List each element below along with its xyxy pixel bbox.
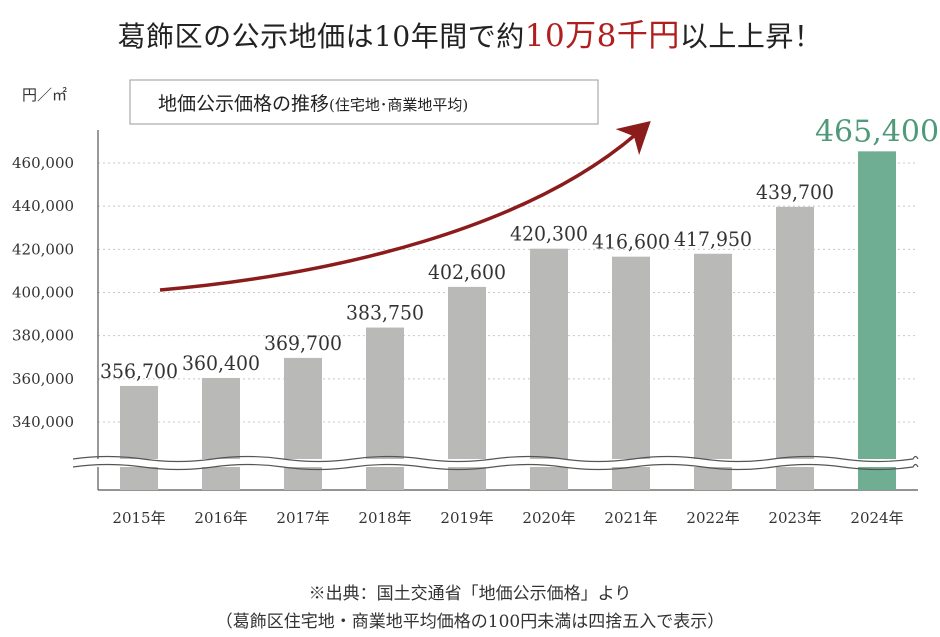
- x-tick-label: 2021年: [604, 509, 657, 527]
- x-tick-labels: 2015年 2016年 2017年 2018年 2019年 2020年 2021年 2022年…: [112, 509, 903, 527]
- value-labels: 356,700 360,400369,700383,750402,600420,3…: [100, 114, 939, 383]
- bar: [284, 357, 322, 490]
- break-line-bottom: [72, 463, 919, 471]
- break-line-top: [72, 455, 919, 463]
- source-note: ※出典：国土交通省「地価公示価格」より （葛飾区住宅地・商業地平均価格の100円…: [0, 580, 940, 636]
- bar: [612, 256, 650, 490]
- y-tick-label: 340,000: [12, 413, 74, 431]
- y-tick-label: 360,000: [12, 370, 74, 388]
- x-tick-label: 2020年: [522, 509, 575, 527]
- headline-suffix: 以上上昇！: [679, 20, 823, 53]
- x-tick-label: 2016年: [194, 509, 247, 527]
- headline: 葛飾区の公示地価は10年間で約10万8千円以上上昇！: [0, 10, 940, 55]
- value-label: 383,750: [346, 301, 424, 325]
- x-tick-label: 2018年: [358, 509, 411, 527]
- bar: [530, 248, 568, 490]
- x-tick-label: 2017年: [276, 509, 329, 527]
- y-unit-label: 円／㎡: [22, 86, 67, 104]
- value-label: 465,400: [815, 114, 939, 149]
- y-tick-label: 440,000: [12, 197, 74, 215]
- axis-break: [72, 455, 919, 471]
- bar: [120, 385, 158, 490]
- y-tick-label: 460,000: [12, 154, 74, 172]
- bar: [448, 286, 486, 490]
- value-label: 416,600: [592, 230, 670, 254]
- value-label: 356,700: [100, 359, 178, 383]
- headline-highlight: 10万8千円: [524, 18, 680, 54]
- x-tick-label: 2019年: [440, 509, 493, 527]
- y-tick-labels: 340,000 360,000 380,000 400,000 420,000 440,0…: [12, 154, 74, 431]
- bar: [694, 253, 732, 490]
- bars: [120, 151, 896, 491]
- bar: [202, 377, 240, 490]
- source-line-1: ※出典：国土交通省「地価公示価格」より: [308, 584, 632, 604]
- chart-title: 地価公示価格の推移(住宅地･商業地平均): [158, 93, 468, 115]
- trend-arrow: [159, 120, 651, 292]
- chart-title-box: [129, 79, 599, 125]
- headline-prefix: 葛飾区の公示地価は10年間で約: [117, 20, 525, 53]
- value-label: 417,950: [674, 227, 752, 251]
- x-tick-label: 2022年: [686, 509, 739, 527]
- bar-chart: 356,700 360,400369,700383,750402,600420,3…: [12, 79, 939, 527]
- value-label: 439,700: [756, 180, 834, 204]
- break-gap: [73, 459, 918, 467]
- y-tick-label: 380,000: [12, 327, 74, 345]
- value-label: 360,400: [182, 351, 260, 375]
- bar: [776, 206, 814, 491]
- bar: [858, 151, 896, 490]
- chart-title-main: 地価公示価格の推移: [158, 93, 329, 115]
- chart-title-sub: (住宅地･商業地平均): [329, 96, 468, 114]
- value-label: 420,300: [510, 222, 588, 246]
- x-tick-label: 2015年: [112, 509, 165, 527]
- value-label: 369,700: [264, 331, 342, 355]
- x-tick-label: 2023年: [768, 509, 821, 527]
- value-label: 402,600: [428, 260, 506, 284]
- x-tick-label: 2024年: [850, 509, 903, 527]
- y-tick-label: 400,000: [12, 284, 74, 302]
- y-tick-label: 420,000: [12, 240, 74, 258]
- source-line-2: （葛飾区住宅地・商業地平均価格の100円未満は四捨五入で表示）: [215, 612, 725, 632]
